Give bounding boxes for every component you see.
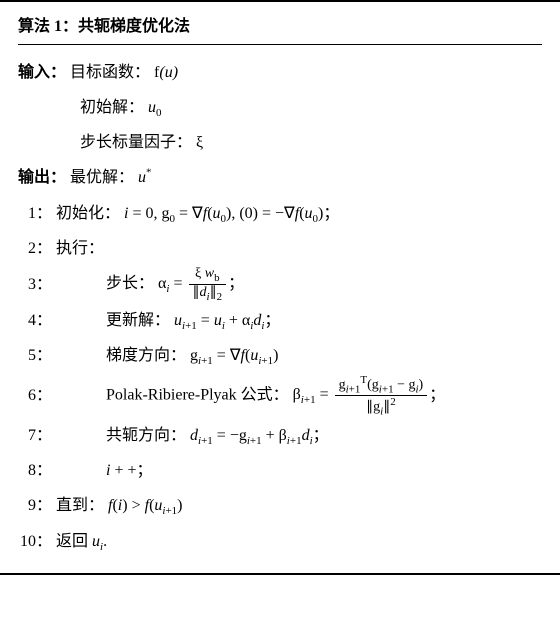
input-1-text: 目标函数： xyxy=(70,64,150,81)
frac-num: ξ wb xyxy=(189,266,227,285)
step-body: 步长： αi = ξ wb ∥di∥2 ； xyxy=(56,266,542,303)
step-math: i = 0, g0 = ∇f(u0), (0) = −∇f(u0) xyxy=(124,205,323,222)
step-math: f(i) > f(ui+1) xyxy=(108,497,182,514)
step-math: ui xyxy=(92,533,103,550)
step-body: 共轭方向： di+1 = −gi+1 + βi+1di； xyxy=(56,418,542,453)
input-3-text: 步长标量因子： xyxy=(80,134,192,151)
input-3-math: ξ xyxy=(196,134,203,151)
input-line-1: 输入： 目标函数： f(u) xyxy=(18,55,542,90)
step-semi: ； xyxy=(137,462,153,479)
step-body: 返回 ui. xyxy=(56,524,542,559)
fraction: gi+1T(gi+1 − gi) ∥gi∥2 xyxy=(335,374,428,418)
title-prefix: 算法 1： xyxy=(18,18,78,35)
title-text: 共轭梯度优化法 xyxy=(78,18,190,35)
step-num: 2： xyxy=(18,231,56,266)
step-label: 直到： xyxy=(56,497,104,514)
step-num: 6： xyxy=(18,378,56,413)
step-semi: ； xyxy=(323,205,339,222)
step-label: 更新解： xyxy=(106,312,170,329)
step-semi: ； xyxy=(429,386,445,403)
step-math: i + + xyxy=(106,462,137,479)
step-num: 10： xyxy=(18,524,56,559)
fraction: ξ wb ∥di∥2 xyxy=(189,266,227,303)
step-10: 10： 返回 ui. xyxy=(18,524,542,559)
step-math: ui+1 = ui + αidi xyxy=(174,312,264,329)
step-semi: ； xyxy=(228,275,244,292)
input-line-3: 步长标量因子： ξ xyxy=(18,125,542,160)
step-body: Polak-Ribiere-Plyak 公式： βi+1 = gi+1T(gi+… xyxy=(56,374,542,418)
step-num: 3： xyxy=(18,267,56,302)
frac-den: ∥di∥2 xyxy=(189,285,227,303)
step-body: 初始化： i = 0, g0 = ∇f(u0), (0) = −∇f(u0)； xyxy=(56,196,542,231)
step-num: 8： xyxy=(18,453,56,488)
algorithm-title-row: 算法 1：共轭梯度优化法 xyxy=(18,14,542,45)
step-num: 1： xyxy=(18,196,56,231)
step-math: di+1 = −gi+1 + βi+1di xyxy=(190,427,313,444)
output-label: 输出： xyxy=(18,169,66,186)
input-label: 输入： xyxy=(18,64,66,81)
step-9: 9： 直到： f(i) > f(ui+1) xyxy=(18,488,542,523)
output-math: u* xyxy=(138,169,152,186)
step-math: gi+1 = ∇f(ui+1) xyxy=(190,347,278,364)
step-body: 更新解： ui+1 = ui + αidi； xyxy=(56,303,542,338)
step-num: 4： xyxy=(18,303,56,338)
step-7: 7： 共轭方向： di+1 = −gi+1 + βi+1di； xyxy=(18,418,542,453)
step-label: Polak-Ribiere-Plyak 公式： xyxy=(106,386,289,403)
step-4: 4： 更新解： ui+1 = ui + αidi； xyxy=(18,303,542,338)
step-2: 2： 执行： xyxy=(18,231,542,266)
step-label: 返回 xyxy=(56,533,92,550)
step-num: 7： xyxy=(18,418,56,453)
input-1-math: f(u) xyxy=(154,64,178,81)
input-2-math: u0 xyxy=(148,99,162,116)
step-num: 5： xyxy=(18,338,56,373)
step-semi: . xyxy=(103,533,107,550)
step-label: 共轭方向： xyxy=(106,427,186,444)
frac-den: ∥gi∥2 xyxy=(335,396,428,418)
step-3: 3： 步长： αi = ξ wb ∥di∥2 ； xyxy=(18,266,542,303)
output-line: 输出： 最优解： u* xyxy=(18,160,542,195)
output-text: 最优解： xyxy=(70,169,134,186)
input-2-text: 初始解： xyxy=(80,99,144,116)
step-body: i + +； xyxy=(56,453,542,488)
step-body: 直到： f(i) > f(ui+1) xyxy=(56,488,542,523)
step-5: 5： 梯度方向： gi+1 = ∇f(ui+1) xyxy=(18,338,542,373)
step-6: 6： Polak-Ribiere-Plyak 公式： βi+1 = gi+1T(… xyxy=(18,374,542,418)
step-math: αi = xyxy=(158,275,186,292)
input-line-2: 初始解： u0 xyxy=(18,90,542,125)
step-label: 执行： xyxy=(56,240,104,257)
step-body: 执行： xyxy=(56,231,542,266)
frac-num: gi+1T(gi+1 − gi) xyxy=(335,374,428,397)
step-1: 1： 初始化： i = 0, g0 = ∇f(u0), (0) = −∇f(u0… xyxy=(18,196,542,231)
step-semi: ； xyxy=(313,427,329,444)
step-8: 8： i + +； xyxy=(18,453,542,488)
step-label: 梯度方向： xyxy=(106,347,186,364)
step-body: 梯度方向： gi+1 = ∇f(ui+1) xyxy=(56,338,542,373)
step-label: 初始化： xyxy=(56,205,120,222)
step-num: 9： xyxy=(18,488,56,523)
step-semi: ； xyxy=(264,312,280,329)
algorithm-box: 算法 1：共轭梯度优化法 输入： 目标函数： f(u) 初始解： u0 步长标量… xyxy=(0,0,560,575)
step-label: 步长： xyxy=(106,275,154,292)
step-math: βi+1 = xyxy=(293,386,333,403)
